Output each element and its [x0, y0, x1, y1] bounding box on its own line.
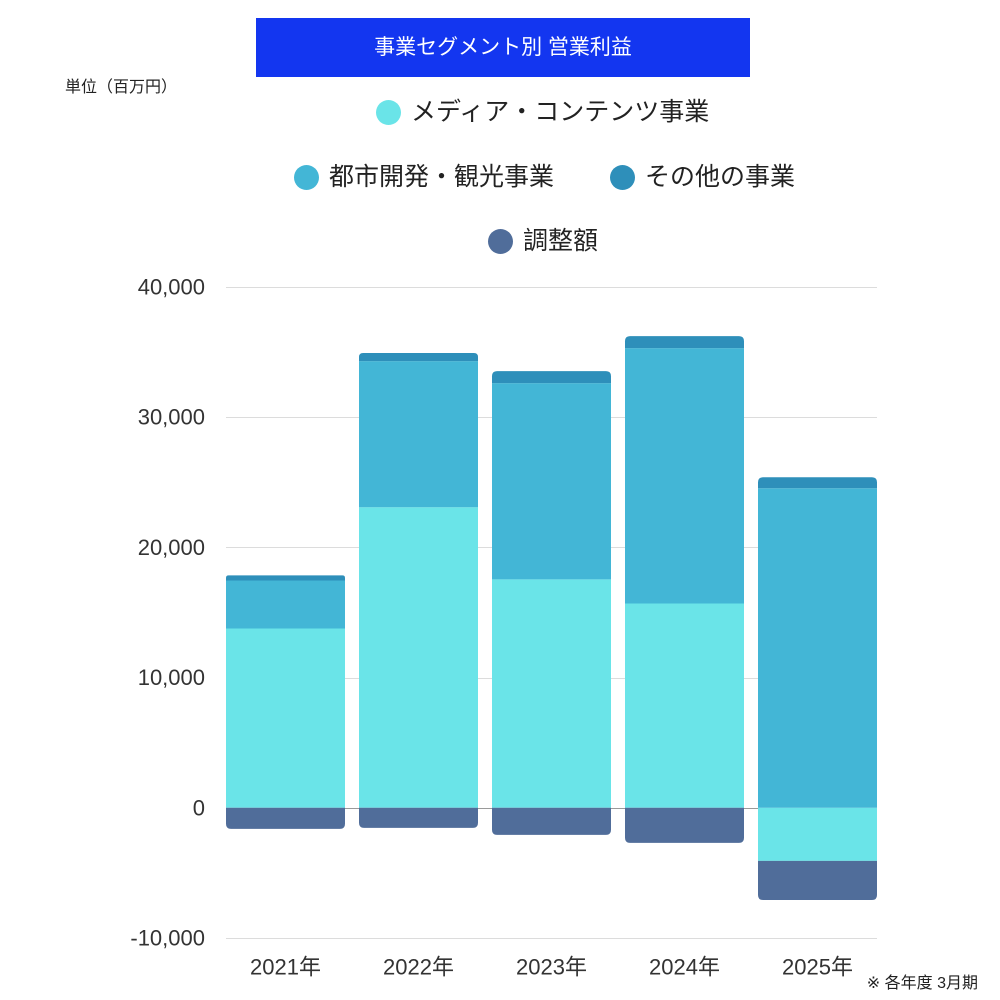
- bar-segment-c0-s3: [226, 807, 345, 829]
- bar-segment-c4-s2: [758, 477, 877, 489]
- bar-segment-c4-s1: [758, 488, 877, 808]
- bar-segment-c3-s1: [625, 348, 744, 604]
- bar-segment-c3-s0: [625, 603, 744, 808]
- x-axis-labels: 2021年 2022年 2023年 2024年 2025年: [250, 955, 853, 980]
- legend-item-media-contents: メディア・コンテンツ事業: [376, 97, 709, 127]
- y-tick-label: 10,000: [138, 665, 205, 690]
- bar-segment-c3-s3: [625, 807, 744, 843]
- legend-item-adjustment: 調整額: [488, 226, 598, 256]
- bar-segment-c3-s2: [625, 336, 744, 349]
- legend-label: 調整額: [523, 227, 599, 255]
- bar-segment-c1-s2: [359, 353, 478, 362]
- x-tick-label: 2024年: [649, 955, 720, 980]
- bar-segment-c0-s0: [226, 628, 345, 808]
- x-tick-label: 2022年: [383, 955, 454, 980]
- legend-swatch-icon: [376, 99, 401, 125]
- x-tick-label: 2021年: [250, 955, 321, 980]
- y-axis-labels: 40,000 30,000 20,000 10,000 0 -10,000: [130, 275, 205, 951]
- bar-segment-c2-s1: [492, 383, 611, 580]
- unit-label: 単位（百万円）: [65, 79, 178, 96]
- legend-swatch-icon: [488, 228, 513, 254]
- bar-segment-c2-s2: [492, 371, 611, 384]
- y-tick-label: 0: [193, 795, 205, 820]
- legend-label: その他の事業: [645, 163, 796, 191]
- bar-segment-c4-s0: [758, 807, 877, 861]
- x-tick-label: 2023年: [516, 955, 587, 980]
- legend-label: 都市開発・観光事業: [329, 163, 555, 191]
- y-tick-label: 30,000: [138, 405, 205, 430]
- bars: [226, 336, 877, 900]
- y-tick-label: 40,000: [138, 275, 205, 300]
- bar-segment-c1-s1: [359, 361, 478, 508]
- bar-segment-c1-s3: [359, 807, 478, 828]
- legend-item-urban-tourism: 都市開発・観光事業: [294, 162, 554, 192]
- legend-item-other-business: その他の事業: [610, 162, 795, 192]
- bar-segment-c2-s0: [492, 579, 611, 808]
- legend-label: メディア・コンテンツ事業: [411, 98, 710, 126]
- bar-segment-c0-s2: [226, 575, 345, 581]
- bar-segment-c0-s1: [226, 580, 345, 629]
- legend-swatch-icon: [294, 164, 319, 190]
- chart-title: 事業セグメント別 営業利益: [256, 18, 750, 77]
- bar-segment-c4-s3: [758, 860, 877, 900]
- footnote: ※ 各年度 3月期: [866, 975, 978, 992]
- y-tick-label: -10,000: [130, 926, 205, 951]
- bar-segment-c2-s3: [492, 807, 611, 835]
- bar-segment-c1-s0: [359, 507, 478, 808]
- legend-swatch-icon: [610, 164, 635, 190]
- x-tick-label: 2025年: [782, 955, 853, 980]
- y-tick-label: 20,000: [138, 535, 205, 560]
